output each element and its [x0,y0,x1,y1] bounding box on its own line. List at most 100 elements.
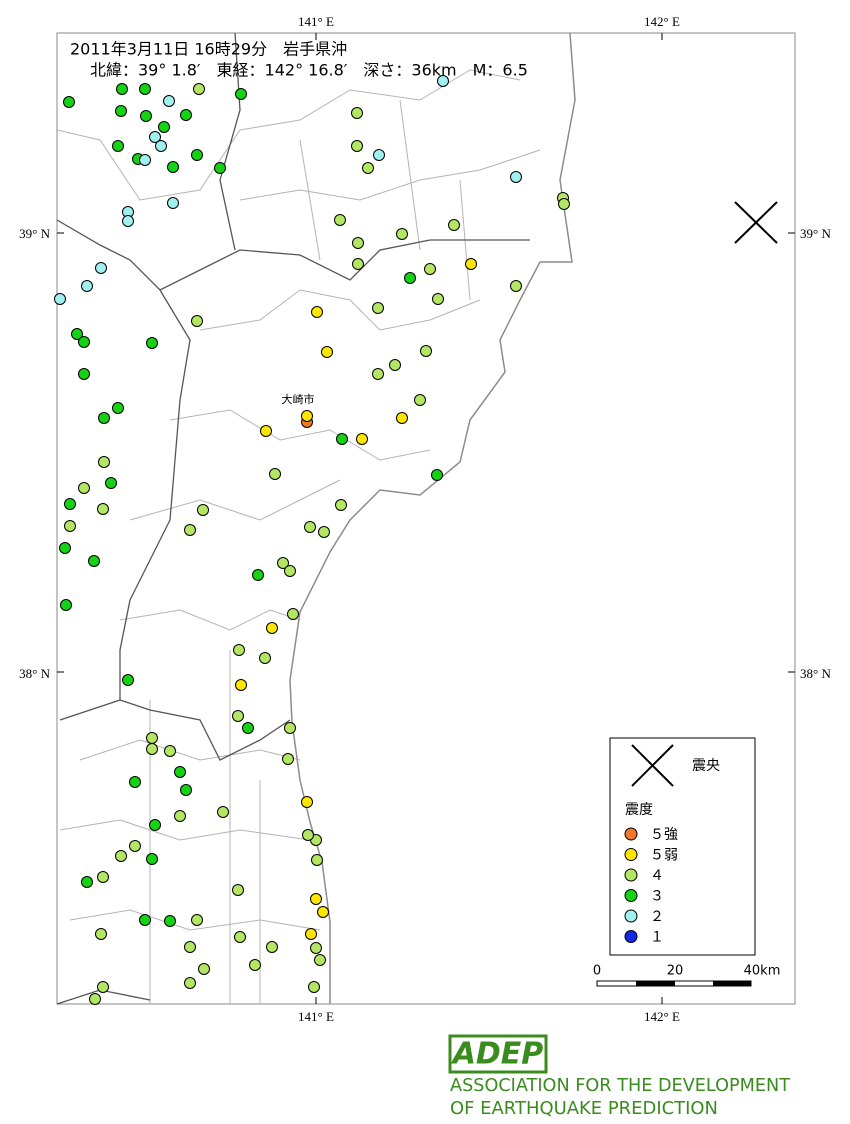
station-dot [184,941,196,953]
legend-label: ２ [650,909,664,925]
station-dot [448,219,460,231]
logo-mark: ADEP [451,1037,544,1072]
station-dot [146,853,158,865]
station-dot [396,228,408,240]
logo-line1: ASSOCIATION FOR THE DEVELOPMENT [450,1075,791,1096]
legend-label: ５弱 [650,848,678,864]
station-dot [235,88,247,100]
station-dot [180,109,192,121]
station-dot [116,83,128,95]
station-dot [233,644,245,656]
station-dot [97,503,109,515]
station-dot [266,622,278,634]
station-dot [184,977,196,989]
station-dot [249,959,261,971]
station-dot [139,914,151,926]
header-line1: 2011年3月11日 16時29分 岩手県沖 [70,40,347,59]
station-dot [163,95,175,107]
epicenter-mark [734,201,778,244]
station-dot [311,854,323,866]
station-dot [105,477,117,489]
station-dot [60,599,72,611]
station-dot [112,140,124,152]
station-dot [155,140,167,152]
station-dot [431,469,443,481]
station-dot [287,608,299,620]
station-dot [174,766,186,778]
station-dots [54,75,570,1005]
station-dot [266,941,278,953]
station-dot [235,679,247,691]
station-dot [260,425,272,437]
station-dot [305,928,317,940]
station-dot [140,110,152,122]
legend: 震央 震度 ５強 ５弱 ４ ３ ２ １ [609,737,756,956]
station-dot [432,293,444,305]
station-dot [191,914,203,926]
station-dot [95,928,107,940]
station-dot [146,337,158,349]
station-dot [510,280,522,292]
legend-items: ５強 ５弱 ４ ３ ２ １ [624,827,678,946]
station-dot [351,140,363,152]
station-dot [71,328,83,340]
legend-label: ３ [650,889,664,905]
station-dot [284,565,296,577]
station-dot [81,876,93,888]
station-dot [59,542,71,554]
station-dot [146,732,158,744]
station-dot [308,981,320,993]
station-dot [284,722,296,734]
station-dot [234,931,246,943]
station-dot [167,161,179,173]
axis-label: 39° N [19,226,50,241]
station-dot [282,753,294,765]
scale-label: 20 [667,964,684,979]
station-dot [352,258,364,270]
station-dot [311,306,323,318]
station-dot [191,149,203,161]
station-dot [139,83,151,95]
station-dot [372,302,384,314]
legend-title: 震度 [625,802,653,818]
station-dot [437,75,449,87]
legend-swatch [624,848,638,861]
station-dot [310,942,322,954]
station-dot [414,394,426,406]
station-dot [197,504,209,516]
station-dot [510,171,522,183]
station-dot [232,884,244,896]
station-dot [88,555,100,567]
axis-label: 141° E [298,14,334,29]
station-dot [389,359,401,371]
station-dot [174,810,186,822]
station-dot [317,906,329,918]
axis-label: 142° E [644,1009,680,1024]
station-dot [352,237,364,249]
station-dot [184,524,196,536]
legend-label: ４ [650,868,664,884]
station-dot [424,263,436,275]
axis-label: 38° N [800,666,831,681]
logo-line2: OF EARTHQUAKE PREDICTION [450,1098,718,1119]
station-dot [301,796,313,808]
place-label: 大崎市 [282,392,315,406]
station-dot [64,520,76,532]
station-dot [89,993,101,1005]
station-dot [191,315,203,327]
station-dot [149,819,161,831]
station-dot [217,806,229,818]
station-dot [122,674,134,686]
legend-label: ５強 [650,827,678,843]
station-dot [129,776,141,788]
station-dot [558,198,570,210]
station-dot [97,871,109,883]
station-dot [362,162,374,174]
station-dot [372,368,384,380]
header-line2: 北緯：39° 1.8′ 東経：142° 16.8′ 深さ：36km M：6.5 [90,61,528,80]
station-dot [396,412,408,424]
station-dot [334,214,346,226]
station-dot [129,840,141,852]
logo: ADEP ASSOCIATION FOR THE DEVELOPMENT OF … [448,1034,791,1119]
